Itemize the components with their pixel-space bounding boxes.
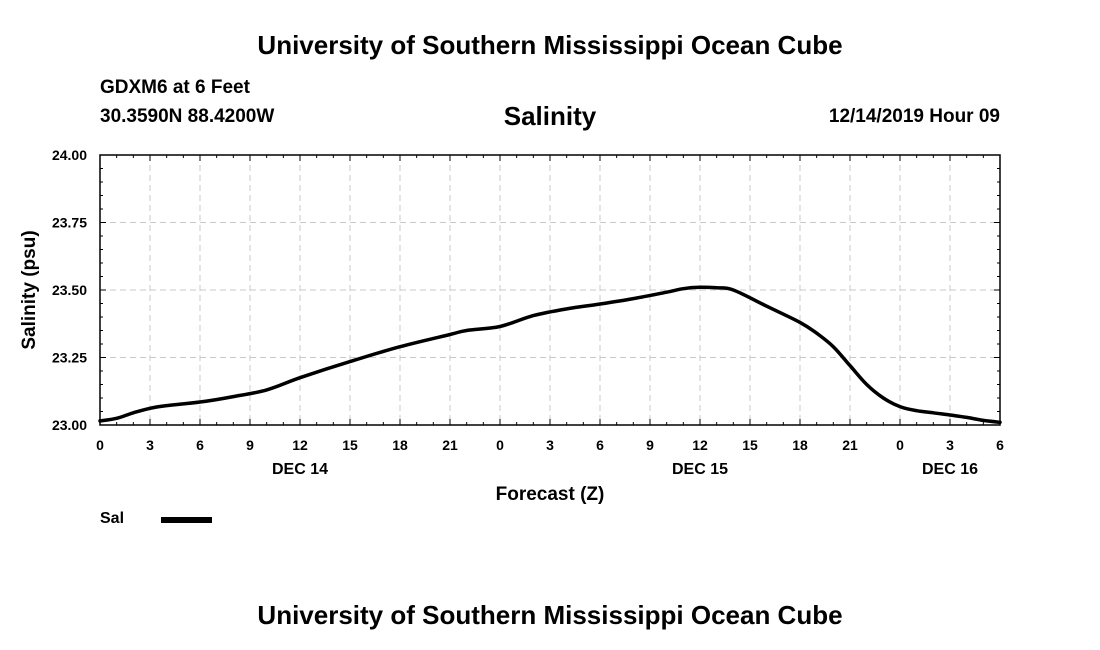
x-axis-title: Forecast (Z) bbox=[496, 484, 605, 505]
x-tick-label: 21 bbox=[442, 437, 458, 453]
plot-frame bbox=[99, 154, 1001, 426]
x-tick-label: 18 bbox=[792, 437, 808, 453]
chart-grid bbox=[100, 155, 1000, 425]
page-title: University of Southern Mississippi Ocean… bbox=[257, 30, 843, 60]
day-labels: DEC 14 DEC 15 DEC 16 bbox=[272, 461, 978, 478]
y-axis-title: Salinity (psu) bbox=[19, 230, 40, 349]
y-tick-label: 23.00 bbox=[52, 417, 87, 433]
x-tick-label: 6 bbox=[196, 437, 204, 453]
x-tick-label: 0 bbox=[96, 437, 104, 453]
y-tick-labels: 23.00 23.25 23.50 23.75 24.00 bbox=[52, 147, 87, 433]
x-tick-label: 9 bbox=[246, 437, 254, 453]
salinity-line bbox=[98, 285, 1002, 425]
legend-label: Sal bbox=[100, 510, 125, 527]
forecast-date-label: 12/14/2019 Hour 09 bbox=[828, 106, 1000, 127]
x-tick-label: 15 bbox=[742, 437, 758, 453]
chart-title: Salinity bbox=[503, 101, 597, 131]
day-label: DEC 16 bbox=[922, 461, 978, 478]
station-label: GDXM6 at 6 Feet bbox=[100, 77, 250, 98]
y-tick-label: 24.00 bbox=[52, 147, 87, 163]
x-tick-label: 9 bbox=[646, 437, 654, 453]
y-tick-label: 23.75 bbox=[52, 215, 87, 231]
x-tick-label: 3 bbox=[946, 437, 954, 453]
y-tick-label: 23.25 bbox=[52, 350, 87, 366]
x-tick-label: 18 bbox=[392, 437, 408, 453]
x-tick-labels: 0 3 6 9 12 15 18 21 0 3 6 9 12 15 18 21 0 3 6 bbox=[96, 437, 1004, 453]
y-tick-label: 23.50 bbox=[52, 282, 87, 298]
coordinates-label: 30.3590N 88.4200W bbox=[100, 106, 275, 127]
day-label: DEC 14 bbox=[272, 461, 328, 478]
day-label: DEC 15 bbox=[672, 461, 728, 478]
legend-swatch bbox=[161, 517, 212, 523]
x-tick-label: 3 bbox=[546, 437, 554, 453]
x-tick-label: 15 bbox=[342, 437, 358, 453]
x-tick-label: 0 bbox=[896, 437, 904, 453]
x-tick-label: 6 bbox=[996, 437, 1004, 453]
footer-title: University of Southern Mississippi Ocean… bbox=[257, 600, 843, 630]
x-tick-label: 0 bbox=[496, 437, 504, 453]
x-tick-label: 6 bbox=[596, 437, 604, 453]
x-tick-label: 12 bbox=[692, 437, 708, 453]
x-tick-label: 21 bbox=[842, 437, 858, 453]
x-tick-label: 3 bbox=[146, 437, 154, 453]
x-tick-label: 12 bbox=[292, 437, 308, 453]
